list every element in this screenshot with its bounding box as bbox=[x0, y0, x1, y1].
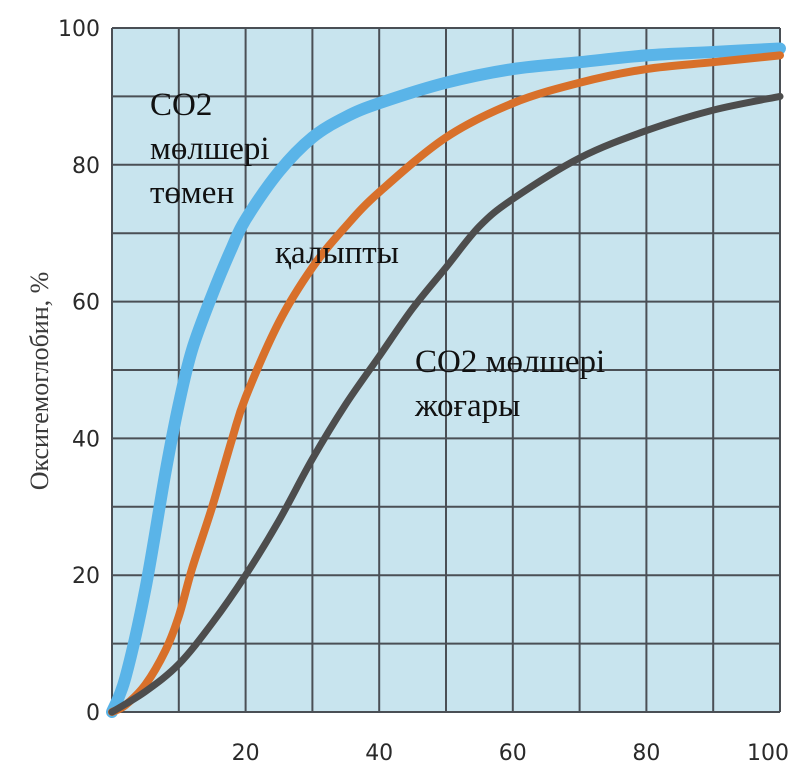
curve-annotation: жоғары bbox=[414, 388, 520, 424]
curves bbox=[106, 42, 786, 718]
curve-annotation: төмен bbox=[150, 175, 234, 211]
grid bbox=[111, 27, 781, 713]
x-tick-label: 100 bbox=[747, 741, 789, 766]
y-tick-label: 20 bbox=[72, 564, 100, 589]
y-tick-label: 80 bbox=[72, 154, 100, 179]
y-tick-label: 60 bbox=[72, 291, 100, 316]
annotations: CO2 мөлшері төмен қалыпты CO2 мөлшері жоғары bbox=[150, 87, 605, 424]
tick-labels: 0 20 40 60 80 100 20 40 60 80 100 bbox=[58, 17, 789, 766]
curve-annotation: қалыпты bbox=[275, 235, 399, 271]
x-tick-label: 60 bbox=[499, 741, 527, 766]
curve-annotation: CO2 bbox=[150, 87, 212, 123]
x-tick-label: 20 bbox=[232, 741, 260, 766]
curve-annotation: мөлшері bbox=[150, 131, 270, 167]
curve-high-co2 bbox=[108, 92, 784, 716]
y-tick-label: 0 bbox=[86, 701, 100, 726]
curve-annotation: CO2 мөлшері bbox=[415, 344, 605, 380]
x-tick-label: 80 bbox=[632, 741, 660, 766]
curve-normal bbox=[108, 51, 784, 716]
y-axis-label: Оксигемоглобин, % bbox=[25, 272, 54, 491]
y-tick-label: 40 bbox=[72, 427, 100, 452]
curve-low-co2 bbox=[106, 42, 786, 718]
x-tick-label: 40 bbox=[365, 741, 393, 766]
y-tick-label: 100 bbox=[58, 17, 100, 42]
